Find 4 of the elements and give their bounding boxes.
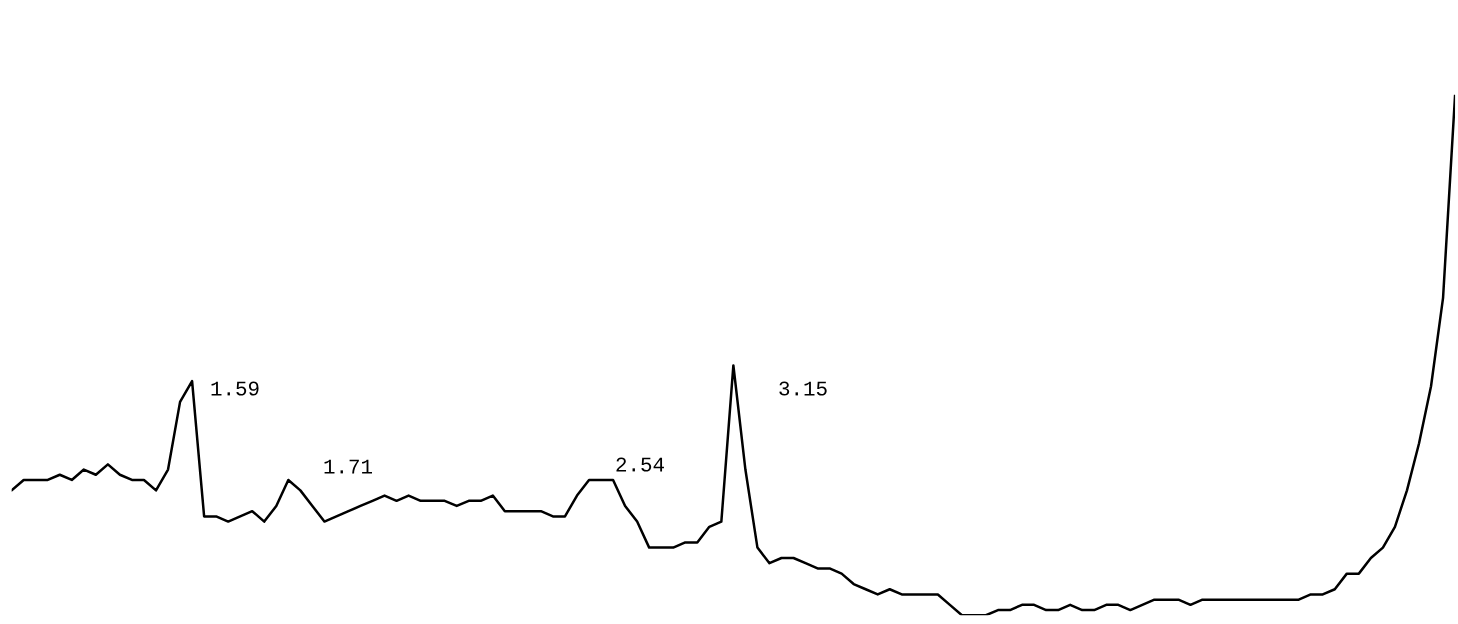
annotation: 2.54 bbox=[616, 457, 664, 472]
annotation: 1.59 bbox=[211, 381, 259, 396]
annotation: 1.71 bbox=[324, 459, 372, 474]
annotation: 3.15 bbox=[779, 381, 827, 396]
